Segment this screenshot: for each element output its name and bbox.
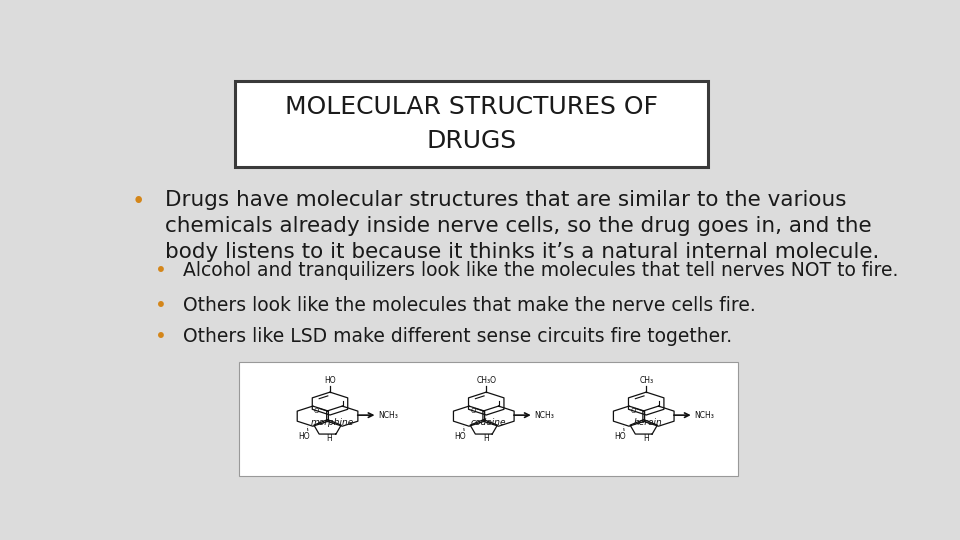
Text: HO: HO xyxy=(298,432,310,441)
Text: •: • xyxy=(155,261,167,280)
Text: morphine: morphine xyxy=(310,418,353,428)
FancyBboxPatch shape xyxy=(235,82,708,167)
Text: NCH₃: NCH₃ xyxy=(378,410,398,420)
Text: MOLECULAR STRUCTURES OF
DRUGS: MOLECULAR STRUCTURES OF DRUGS xyxy=(285,95,658,153)
Text: Alcohol and tranquilizers look like the molecules that tell nerves NOT to fire.: Alcohol and tranquilizers look like the … xyxy=(183,261,899,280)
Text: codeine: codeine xyxy=(470,418,506,428)
Text: H: H xyxy=(326,434,332,443)
FancyBboxPatch shape xyxy=(239,362,737,476)
Text: Others like LSD make different sense circuits fire together.: Others like LSD make different sense cir… xyxy=(183,327,732,346)
Text: heroin: heroin xyxy=(634,418,662,428)
Text: H: H xyxy=(643,434,649,443)
Text: O: O xyxy=(630,408,636,414)
Text: •: • xyxy=(132,190,145,213)
Text: Others look like the molecules that make the nerve cells fire.: Others look like the molecules that make… xyxy=(183,295,756,315)
Text: NCH₃: NCH₃ xyxy=(535,410,554,420)
Text: NCH₃: NCH₃ xyxy=(694,410,714,420)
Text: HO: HO xyxy=(324,376,336,385)
Text: •: • xyxy=(155,327,167,346)
Text: CH₃O: CH₃O xyxy=(476,376,496,385)
Text: H: H xyxy=(483,434,489,443)
Text: Drugs have molecular structures that are similar to the various
chemicals alread: Drugs have molecular structures that are… xyxy=(165,190,879,262)
Text: HO: HO xyxy=(614,432,626,441)
Text: O: O xyxy=(314,408,320,414)
Text: •: • xyxy=(155,295,167,315)
Text: CH₃: CH₃ xyxy=(639,376,653,385)
Text: O: O xyxy=(470,408,475,414)
Text: HO: HO xyxy=(454,432,466,441)
